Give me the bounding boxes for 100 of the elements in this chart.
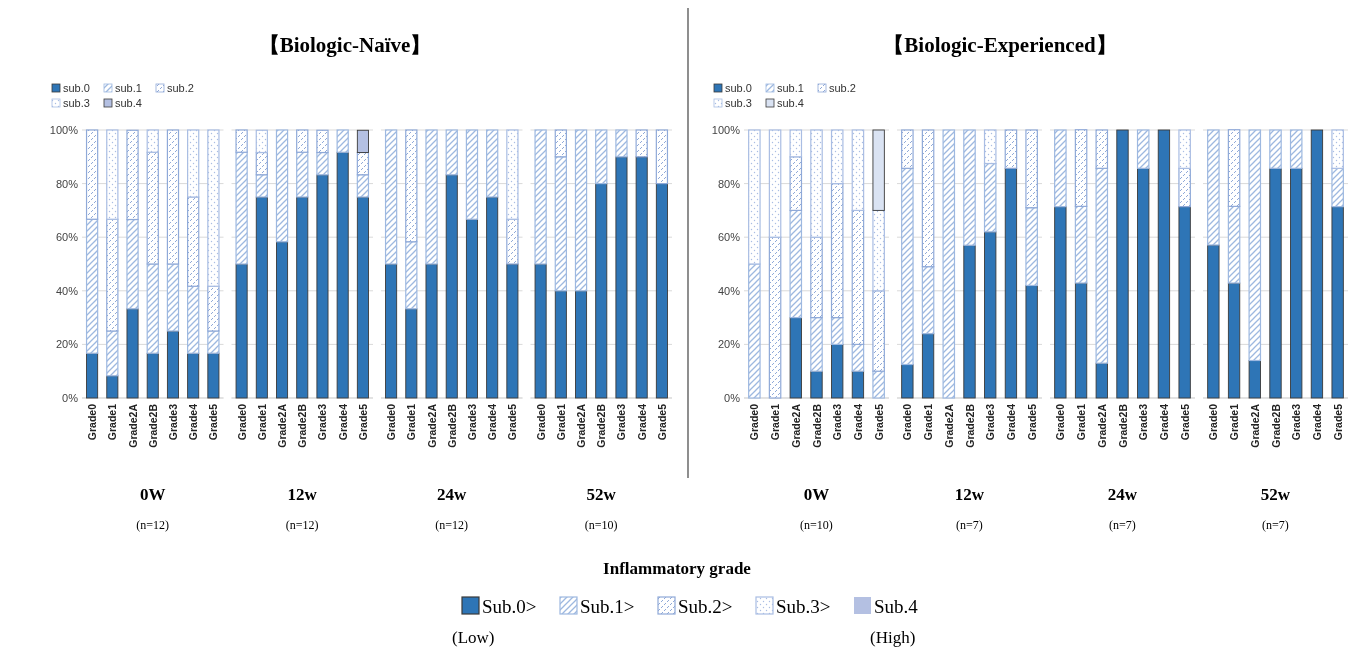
x-tick-label: Grade2A — [789, 403, 802, 448]
x-tick-label: Grade2A — [126, 403, 139, 448]
bar — [336, 151, 349, 399]
bar — [1178, 129, 1191, 169]
bar — [356, 151, 370, 176]
text: (n=7) — [1109, 518, 1136, 532]
text: (n=12) — [435, 518, 469, 532]
x-tick-label: Grade5 — [1025, 403, 1038, 441]
bar — [1310, 129, 1324, 399]
bar — [1227, 205, 1241, 284]
bar — [1074, 282, 1088, 399]
text: (n=10) — [584, 518, 618, 532]
category-label: Sub.3> — [776, 596, 831, 617]
bar — [901, 364, 914, 399]
x-tick-label: Grade3 — [1290, 403, 1303, 441]
bar — [207, 352, 220, 399]
x-tick-label: Grade3 — [465, 403, 478, 441]
bar — [595, 129, 608, 185]
x-tick-label: Grade5 — [207, 403, 220, 441]
bar — [146, 151, 159, 265]
x-tick-label: Grade2A — [575, 403, 588, 448]
bar — [963, 129, 976, 246]
text: (n=12) — [136, 518, 170, 532]
category-label: Sub.4 — [874, 596, 919, 617]
bar — [166, 330, 179, 399]
legend-label: sub.4 — [115, 97, 142, 109]
y-tick-label: 20% — [55, 338, 79, 351]
x-axis-title: 12w — [287, 485, 318, 504]
bar — [146, 352, 159, 399]
bar — [1178, 206, 1191, 399]
bar — [1095, 362, 1108, 399]
bar — [1074, 129, 1088, 207]
bar — [385, 263, 398, 399]
bar — [830, 129, 844, 185]
x-tick-label: Grade0 — [1054, 403, 1067, 441]
bar — [1095, 129, 1109, 169]
bar — [810, 129, 823, 238]
x-tick-label: Grade4 — [635, 403, 648, 441]
bar — [534, 263, 547, 399]
bar — [276, 241, 289, 399]
bar — [356, 196, 369, 399]
text: (n=7) — [956, 518, 983, 532]
x-tick-label: Grade0 — [534, 403, 547, 441]
x-axis-title: 24w — [437, 485, 468, 504]
x-tick-label: Grade3 — [831, 403, 844, 441]
bar — [187, 352, 200, 399]
category-label: Sub.0> — [482, 596, 537, 617]
y-tick-label: 0% — [62, 392, 79, 404]
bar — [872, 290, 885, 372]
y-tick-label: 40% — [55, 284, 79, 297]
bar — [789, 129, 803, 158]
bar — [1248, 360, 1261, 399]
x-tick-label: Grade4 — [1004, 403, 1017, 441]
bar — [506, 263, 519, 399]
x-tick-label: Grade4 — [336, 403, 349, 441]
bar — [655, 183, 668, 399]
bar — [768, 236, 782, 399]
x-tick-label: Grade0 — [901, 403, 914, 441]
bar — [255, 151, 268, 176]
legend-label: sub.0 — [63, 82, 90, 94]
legend-label: sub.3 — [725, 97, 752, 109]
bar — [445, 129, 458, 176]
x-tick-label: Grade4 — [486, 403, 499, 441]
x-tick-label: Grade2A — [1248, 403, 1261, 448]
x-tick-label: Grade1 — [1075, 403, 1088, 441]
bar — [106, 330, 119, 377]
y-tick-label: 60% — [717, 231, 741, 244]
bar — [445, 174, 458, 399]
x-tick-label: Grade2B — [595, 403, 608, 448]
x-tick-label: Grade2A — [425, 403, 438, 448]
x-tick-label: Grade2A — [276, 403, 289, 448]
bar — [126, 129, 139, 221]
bar — [486, 196, 499, 399]
x-tick-label: Grade5 — [506, 403, 519, 441]
bar — [534, 129, 547, 265]
bar — [872, 370, 885, 399]
y-tick-label: 80% — [717, 177, 741, 190]
x-tick-label: Grade0 — [235, 403, 248, 441]
bar — [356, 129, 369, 153]
x-tick-label: Grade2B — [296, 403, 309, 448]
bar — [425, 129, 438, 265]
bar — [275, 129, 289, 243]
x-tick-label: Grade1 — [1228, 403, 1241, 441]
bar — [296, 151, 309, 198]
x-tick-label: Grade3 — [984, 403, 997, 441]
legend-label: sub.1 — [115, 82, 142, 94]
x-tick-label: Grade4 — [851, 403, 864, 441]
bar — [1207, 129, 1220, 246]
bar — [255, 196, 268, 399]
bar — [872, 129, 885, 211]
bar — [405, 308, 418, 399]
bar — [1269, 129, 1282, 169]
bar — [296, 196, 309, 399]
text: (n=7) — [1262, 518, 1289, 532]
bar — [85, 129, 99, 220]
x-axis-title: 52w — [1260, 485, 1291, 504]
bar — [810, 236, 823, 319]
x-tick-label: Grade3 — [166, 403, 179, 441]
bar — [316, 151, 329, 176]
y-tick-label: 20% — [717, 338, 741, 351]
